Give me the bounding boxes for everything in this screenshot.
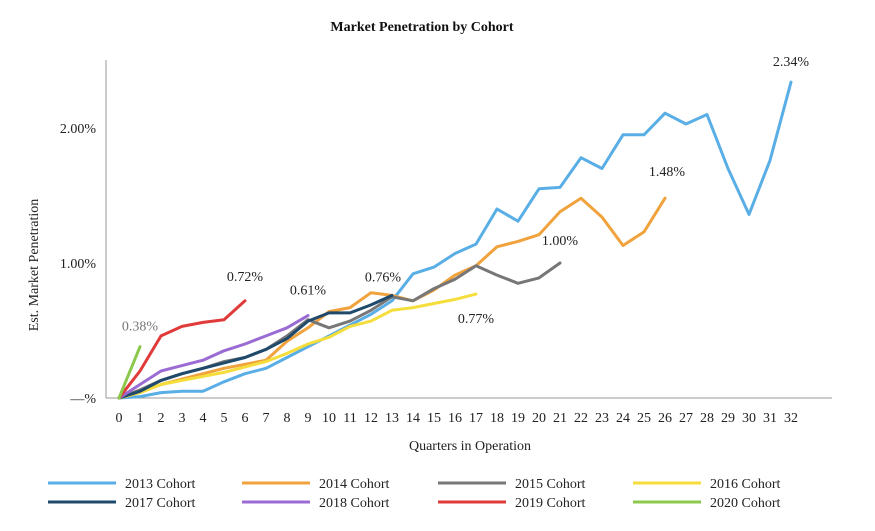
x-tick-label: 21 [553, 411, 567, 426]
x-tick-label: 4 [200, 411, 207, 426]
series-line-2016-cohort [117, 292, 478, 400]
x-tick-label: 29 [721, 411, 735, 426]
x-tick-labels: 0 1 2 3 4 5 6 7 8 9 10 11 12 13 14 15 16 17 18 19 20 21 22 23 24… [116, 411, 799, 426]
legend-label: 2019 Cohort [515, 496, 586, 511]
series-line-2017-cohort [117, 293, 394, 400]
x-tick-label: 30 [742, 411, 756, 426]
x-tick-label: 32 [784, 411, 798, 426]
legend-item: 2015 Cohort [438, 477, 586, 492]
x-tick-label: 8 [284, 411, 291, 426]
x-tick-label: 25 [637, 411, 651, 426]
x-tick-label: 12 [364, 411, 378, 426]
data-label: 0.76% [365, 270, 402, 285]
legend-item: 2018 Cohort [242, 496, 390, 511]
x-tick-label: 13 [385, 411, 399, 426]
x-tick-label: 0 [116, 411, 123, 426]
x-tick-label: 11 [343, 411, 356, 426]
x-tick-label: 16 [448, 411, 462, 426]
legend-label: 2020 Cohort [710, 496, 781, 511]
series-lines [117, 80, 793, 400]
x-tick-label: 24 [616, 411, 630, 426]
x-tick-label: 22 [574, 411, 588, 426]
data-label: 0.77% [458, 312, 495, 327]
x-tick-label: 15 [427, 411, 441, 426]
legend-item: 2019 Cohort [438, 496, 586, 511]
x-tick-label: 5 [221, 411, 228, 426]
y-tick-label: 2.00% [60, 122, 97, 137]
x-tick-label: 10 [322, 411, 336, 426]
x-tick-label: 7 [263, 411, 270, 426]
y-tick-labels: —% 1.00% 2.00% [60, 122, 97, 407]
chart-title: Market Penetration by Cohort [330, 20, 513, 35]
x-tick-label: 27 [679, 411, 693, 426]
series-line-2019-cohort [117, 299, 247, 400]
x-tick-label: 26 [658, 411, 672, 426]
x-tick-label: 2 [158, 411, 165, 426]
legend-label: 2013 Cohort [125, 477, 196, 492]
legend-item: 2014 Cohort [242, 477, 390, 492]
legend-item: 2020 Cohort [633, 496, 781, 511]
legend-item: 2016 Cohort [633, 477, 781, 492]
legend-label: 2016 Cohort [710, 477, 781, 492]
data-label: 0.61% [290, 284, 327, 299]
x-tick-label: 23 [595, 411, 609, 426]
data-label: 0.72% [227, 270, 264, 285]
x-axis-label: Quarters in Operation [409, 439, 531, 454]
x-tick-label: 14 [406, 411, 420, 426]
legend: 2013 Cohort 2014 Cohort 2015 Cohort 2016 Co… [48, 477, 781, 511]
x-tick-label: 18 [490, 411, 504, 426]
x-tick-label: 9 [305, 411, 312, 426]
legend-label: 2017 Cohort [125, 496, 196, 511]
y-tick-label: —% [69, 392, 96, 407]
legend-label: 2014 Cohort [319, 477, 390, 492]
x-tick-label: 17 [469, 411, 483, 426]
y-axis-label: Est. Market Penetration [27, 199, 42, 332]
x-tick-label: 20 [532, 411, 546, 426]
x-tick-label: 28 [700, 411, 714, 426]
series-line-2018-cohort [117, 314, 310, 400]
data-label: 1.00% [542, 234, 579, 249]
x-tick-label: 31 [763, 411, 777, 426]
x-tick-label: 1 [137, 411, 144, 426]
x-tick-label: 6 [242, 411, 249, 426]
legend-label: 2015 Cohort [515, 477, 586, 492]
x-tick-label: 3 [179, 411, 186, 426]
legend-item: 2017 Cohort [48, 496, 196, 511]
legend-label: 2018 Cohort [319, 496, 390, 511]
data-label: 1.48% [649, 165, 686, 180]
x-tick-label: 19 [511, 411, 525, 426]
series-line-2020-cohort [117, 345, 142, 400]
data-labels: 2.34% 1.48% 1.00% 0.77% 0.76% 0.61% 0.72% 0.38% [122, 55, 810, 335]
series-line-2013-cohort [117, 80, 793, 400]
data-label: 0.38% [122, 320, 159, 335]
y-tick-label: 1.00% [60, 257, 97, 272]
legend-item: 2013 Cohort [48, 477, 196, 492]
data-label: 2.34% [773, 55, 810, 70]
